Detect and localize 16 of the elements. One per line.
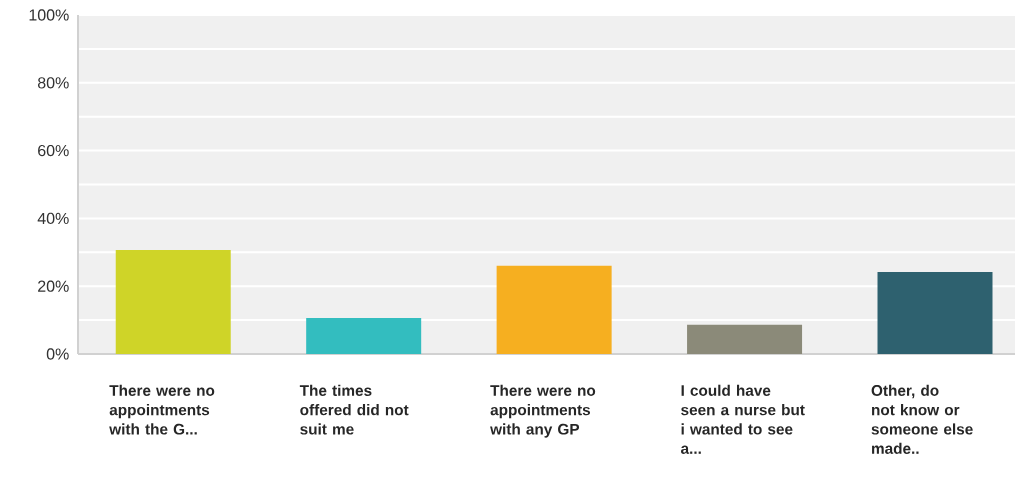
x-tick-label: I could have seen a nurse but i wanted to see a... bbox=[681, 384, 805, 454]
y-tick-label: 100% bbox=[29, 9, 69, 21]
y-tick-label: 0% bbox=[46, 348, 69, 360]
bar bbox=[496, 265, 612, 354]
x-tick-label: Other, do not know or someone else made.. bbox=[871, 384, 973, 454]
bar bbox=[306, 318, 422, 354]
bar bbox=[115, 249, 231, 354]
y-tick-label: 60% bbox=[38, 144, 69, 157]
x-tick-label: The times offered did not suit me bbox=[299, 384, 409, 435]
bar bbox=[877, 271, 993, 354]
y-tick-label: 80% bbox=[37, 77, 69, 89]
x-tick-label: There were no appointments with any GP bbox=[490, 384, 596, 438]
x-tick-label: There were no appointments with the G... bbox=[109, 384, 215, 435]
y-tick-label: 20% bbox=[38, 280, 69, 292]
y-tick-label: 40% bbox=[37, 212, 69, 225]
bar bbox=[687, 324, 803, 354]
